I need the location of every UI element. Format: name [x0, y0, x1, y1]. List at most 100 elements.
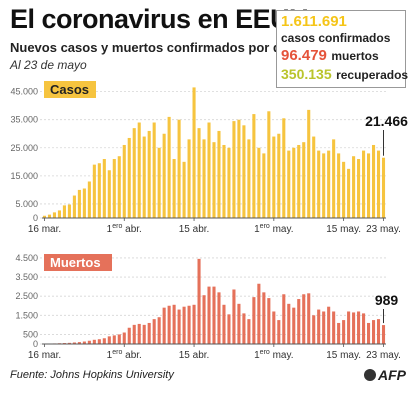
deaths-bar [322, 311, 326, 344]
deaths-bar [332, 311, 336, 344]
cases-bar [227, 147, 231, 218]
x-tick-label: 1ero abr. [107, 223, 142, 235]
cases-bar [357, 159, 361, 218]
deaths-bar [302, 294, 306, 344]
deaths-bar [362, 313, 366, 344]
page-title: El coronavirus en EEUU [10, 4, 309, 34]
cases-bar [347, 168, 351, 218]
deaths-bar [202, 295, 206, 344]
cases-bar [67, 204, 71, 218]
x-tick-label: 15 abr. [179, 350, 210, 361]
cases-bar [92, 164, 96, 218]
cases-bar [97, 163, 101, 218]
y-tick-label: 0 [33, 339, 38, 349]
deaths-bar [72, 342, 76, 344]
cases-bar [212, 142, 216, 218]
deaths-bar [97, 339, 101, 344]
deaths-bar [137, 323, 141, 344]
deaths-bar [327, 306, 331, 344]
x-tick-label: 16 mar. [28, 224, 61, 235]
cases-bar [207, 122, 211, 218]
deaths-bar [247, 319, 251, 344]
deaths-bar [157, 317, 161, 344]
cases-bar [197, 128, 201, 218]
cases-bar [102, 159, 106, 218]
deaths-bar [82, 341, 86, 344]
deaths-bar [147, 322, 151, 344]
cases-bar [147, 130, 151, 218]
deaths-bar [217, 292, 221, 344]
x-tick-label: 15 may. [326, 224, 361, 235]
cases-bar [122, 144, 126, 218]
cases-chart: 0 5.000 15.000 25.000 35.000 45.000 16 mar. 1er… [10, 81, 408, 235]
deaths-bar [381, 325, 386, 344]
source-note: Fuente: Johns Hopkins University [10, 369, 174, 381]
cases-bar [182, 161, 186, 218]
deaths-bar [282, 294, 286, 344]
deaths-bar [352, 312, 356, 344]
deaths-bar [92, 339, 96, 344]
x-tick-label: 23 may. [366, 350, 401, 361]
deaths-bar [187, 305, 191, 344]
x-tick-label: 1ero may. [254, 223, 293, 235]
y-tick-label: 0 [33, 213, 38, 223]
confirmed-label: casos confirmados [281, 31, 391, 45]
y-tick-label: 3.500 [15, 272, 38, 282]
deaths-bar [367, 322, 371, 344]
series-tag-label: Muertos [50, 255, 101, 270]
cases-bar [217, 130, 221, 218]
afp-logo-text: AFP [378, 367, 406, 383]
cases-bar [232, 121, 236, 218]
cases-bar [242, 125, 246, 218]
page-subtitle: Nuevos casos y muertos confirmados por d… [10, 40, 292, 55]
deaths-bar [376, 319, 381, 344]
date-label: Al 23 de mayo [10, 58, 87, 72]
cases-bar [152, 122, 156, 218]
cases-bar [381, 157, 386, 218]
cases-bar [332, 139, 336, 218]
deaths-bar [292, 307, 296, 344]
last-value-label: 989 [375, 292, 399, 308]
deaths-count: 96.479 [281, 47, 327, 64]
y-tick-label: 1.500 [15, 310, 38, 320]
cases-bar [362, 150, 366, 218]
cases-bar [317, 150, 321, 218]
deaths-bar [267, 298, 271, 344]
deaths-bar [117, 334, 121, 344]
cases-bar [337, 153, 341, 218]
last-value-label: 21.466 [365, 113, 408, 129]
stats-box: 1.611.691 casos confirmados 96.479 muert… [276, 10, 408, 88]
deaths-bar [337, 322, 341, 344]
deaths-bar [212, 286, 216, 344]
deaths-bar [277, 320, 281, 344]
cases-bar [302, 142, 306, 218]
deaths-bar [317, 309, 321, 344]
cases-bar [282, 118, 286, 218]
cases-bar [342, 161, 346, 218]
y-tick-label: 25.000 [10, 143, 38, 153]
cases-bar [297, 144, 301, 218]
y-tick-label: 2.500 [15, 291, 38, 301]
cases-bar [222, 144, 226, 218]
deaths-bar [152, 319, 156, 344]
deaths-label: muertos [331, 49, 379, 63]
cases-bar [87, 181, 91, 218]
deaths-bar [102, 338, 106, 344]
cases-bar [292, 147, 296, 218]
deaths-bar [142, 324, 146, 344]
y-tick-label: 500 [23, 329, 38, 339]
deaths-bar [357, 311, 361, 344]
cases-bar [367, 153, 371, 218]
cases-bar [172, 159, 176, 218]
deaths-bar [257, 283, 261, 344]
cases-bar [162, 133, 166, 218]
cases-bar [247, 139, 251, 218]
cases-bar [376, 150, 381, 218]
cases-bar [82, 188, 86, 218]
deaths-bar [112, 335, 116, 344]
cases-bar [157, 147, 161, 218]
x-tick-label: 16 mar. [28, 350, 61, 361]
deaths-bar [162, 307, 166, 344]
cases-bar [192, 87, 196, 218]
